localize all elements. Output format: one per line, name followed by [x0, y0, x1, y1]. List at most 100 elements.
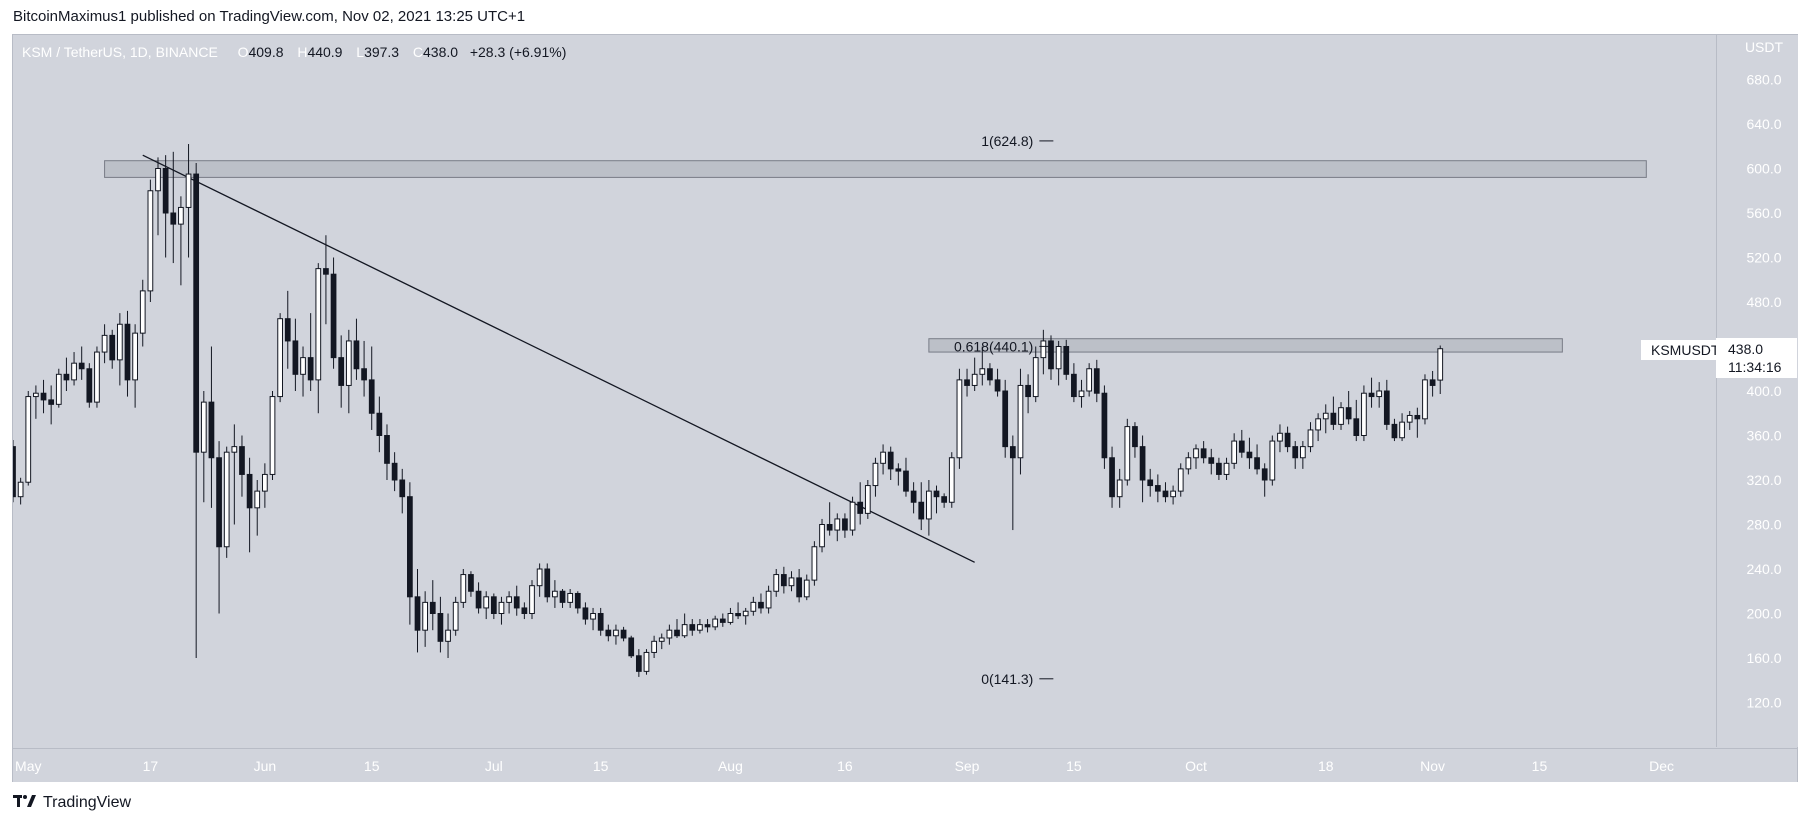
candle: [887, 446, 894, 480]
candle-body: [407, 496, 413, 598]
candle: [872, 457, 879, 497]
candle-body: [941, 496, 948, 503]
legend-open-label: O: [237, 44, 249, 60]
candle: [1254, 444, 1260, 475]
candle-body: [1353, 418, 1360, 436]
candle: [483, 591, 490, 620]
chart-svg: 1(624.8) 0.618(440.1) 0(141.3): [13, 133, 1647, 687]
candle: [1116, 468, 1123, 508]
candle-body: [1254, 457, 1260, 470]
candle: [964, 368, 970, 397]
candle-body: [223, 451, 230, 548]
candle: [445, 613, 451, 658]
time-axis[interactable]: May 17 Jun 15 Jul 15 Aug 16 Sep 15 Oct 18 Nov 15 Dec: [13, 748, 1797, 782]
price-tick-label: 480.0: [1746, 294, 1781, 310]
candle: [40, 379, 47, 414]
candle-body: [689, 624, 696, 631]
candle: [811, 541, 818, 586]
candle-body: [185, 173, 192, 208]
candle: [613, 624, 619, 645]
candle: [1292, 441, 1299, 469]
candle: [1429, 370, 1436, 397]
candle: [292, 318, 299, 391]
candle-body: [918, 501, 925, 520]
candle: [330, 257, 337, 369]
candle: [1437, 345, 1444, 395]
candle: [1002, 379, 1009, 458]
price-tick-label: 680.0: [1746, 72, 1781, 88]
candle-body: [674, 629, 680, 637]
candle-body: [1269, 440, 1276, 481]
candle-body: [1399, 421, 1405, 439]
candle: [1162, 482, 1169, 503]
footer-brand[interactable]: TradingView: [13, 793, 131, 813]
candle: [1315, 413, 1321, 442]
candle: [368, 346, 375, 430]
candle-body: [468, 574, 474, 592]
candle-body: [452, 601, 459, 631]
candle-body: [1093, 368, 1100, 394]
candle-body: [742, 610, 749, 617]
candle-body: [399, 479, 406, 498]
candle: [979, 346, 986, 386]
candle: [1154, 474, 1161, 503]
candle: [651, 635, 657, 658]
candle: [666, 624, 673, 645]
price-axis[interactable]: USDT 120.0 160.0 200.0 240.0 280.0 320.0 360.0 4…: [1716, 35, 1798, 747]
candle: [880, 444, 886, 475]
candle: [193, 162, 200, 658]
candle-body: [842, 518, 848, 531]
candle-body: [391, 462, 398, 481]
candle-body: [1299, 446, 1306, 459]
candle-body: [178, 206, 184, 225]
candle-body: [536, 568, 543, 587]
candle: [941, 493, 948, 508]
candle-body: [1162, 490, 1169, 498]
chart-plot-area[interactable]: 1(624.8) 0.618(440.1) 0(141.3): [13, 35, 1715, 747]
time-tick-label: 16: [837, 758, 853, 774]
candle-body: [506, 596, 512, 603]
candle-body: [1170, 490, 1176, 498]
candle-body: [1040, 340, 1047, 359]
fib-label-0: 1(624.8): [981, 133, 1033, 149]
candle-body: [521, 607, 528, 614]
candle-body: [445, 629, 451, 642]
candle-body: [1025, 384, 1031, 398]
candle: [17, 477, 24, 505]
candle: [719, 613, 726, 627]
candle: [1238, 429, 1245, 458]
candle: [422, 591, 429, 647]
candle-body: [1009, 446, 1016, 459]
candle-body: [1124, 426, 1131, 481]
candle-body: [216, 457, 222, 548]
candle: [849, 496, 856, 536]
candle: [33, 385, 39, 419]
candle: [1086, 363, 1093, 397]
candle: [1132, 422, 1138, 458]
time-tick-label: Jul: [485, 758, 503, 774]
candle: [1048, 335, 1054, 380]
candle-body: [681, 624, 688, 637]
candle: [834, 513, 841, 542]
price-tick-label: 560.0: [1746, 205, 1781, 221]
time-tick-label: Nov: [1420, 758, 1445, 774]
candle: [994, 368, 1001, 397]
candle: [605, 624, 612, 642]
candle: [13, 439, 16, 503]
candle: [1376, 382, 1383, 408]
candle: [185, 144, 192, 258]
candle: [1414, 407, 1421, 438]
candle-body: [1216, 462, 1222, 475]
candle-body: [193, 173, 200, 453]
candle: [628, 635, 635, 658]
candle-body: [361, 368, 367, 381]
candle: [55, 368, 62, 408]
candle: [116, 313, 123, 386]
resistance-zone-0: [104, 160, 1647, 178]
candle: [658, 633, 665, 650]
candle-body: [796, 577, 802, 598]
candle: [155, 157, 161, 236]
candle-body: [170, 212, 177, 225]
candle-body: [1086, 368, 1093, 392]
legend-close-label: C: [412, 44, 424, 60]
